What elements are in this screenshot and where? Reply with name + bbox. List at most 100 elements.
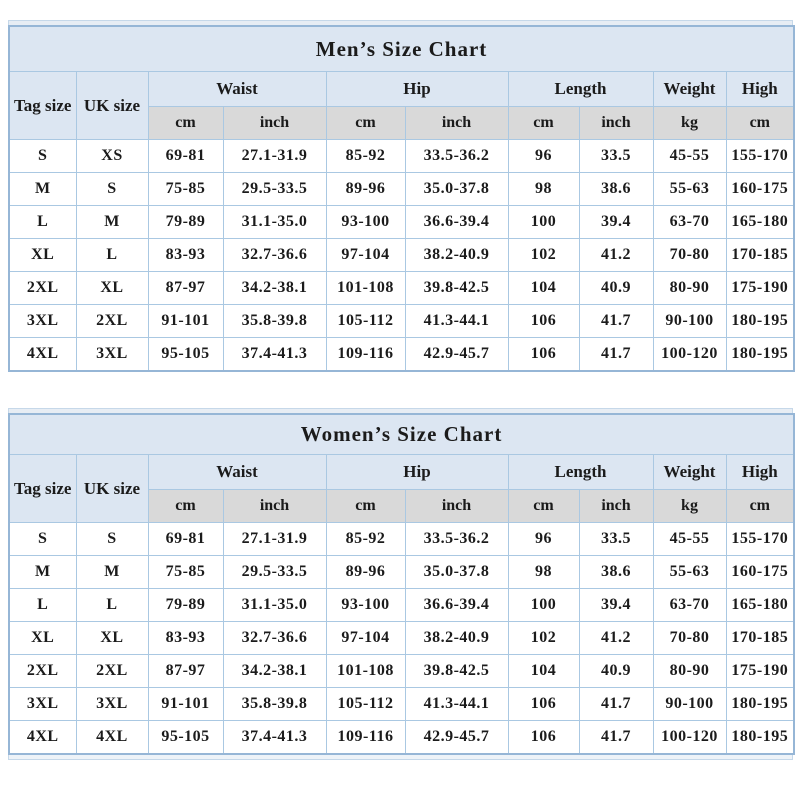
size-cell: XL: [75, 621, 149, 655]
size-cell: 33.5-36.2: [404, 139, 509, 173]
size-cell: 41.2: [578, 621, 654, 655]
size-cell: 33.5: [578, 139, 654, 173]
size-cell: 4XL: [75, 720, 149, 755]
size-cell: 31.1-35.0: [222, 205, 327, 239]
size-cell: 83-93: [147, 238, 224, 272]
size-cell: M: [75, 205, 149, 239]
size-table-row: 2XL XL 87-97 34.2-38.1 101-108 39.8-42.5 104 40…: [8, 271, 795, 305]
size-cell: 2XL: [8, 271, 77, 305]
size-cell: 41.7: [578, 687, 654, 721]
size-cell: 41.3-44.1: [404, 687, 509, 721]
size-cell: 93-100: [325, 205, 406, 239]
size-cell: 96: [507, 522, 580, 556]
size-cell: 102: [507, 621, 580, 655]
size-cell: XL: [75, 271, 149, 305]
size-cell: 32.7-36.6: [222, 238, 327, 272]
column-group-header-row: Tag size UK size Waist Hip Length Weight…: [8, 71, 795, 140]
size-cell: 155-170: [725, 139, 795, 173]
unit-header: cm: [725, 489, 795, 523]
size-cell: M: [8, 172, 77, 206]
size-table-row: M S 75-85 29.5-33.5 89-96 35.0-37.8 98 38.6 55-6…: [8, 172, 795, 206]
tag-size-header: Tag size: [8, 71, 77, 140]
size-cell: 106: [507, 687, 580, 721]
size-cell: S: [75, 172, 149, 206]
size-cell: 42.9-45.7: [404, 337, 509, 372]
size-cell: 27.1-31.9: [222, 522, 327, 556]
size-cell: 109-116: [325, 720, 406, 755]
unit-header: inch: [404, 489, 509, 523]
size-table-row: XL L 83-93 32.7-36.6 97-104 38.2-40.9 102 41.2 7…: [8, 238, 795, 272]
size-cell: 70-80: [652, 238, 727, 272]
size-cell: 2XL: [75, 304, 149, 338]
hip-header: Hip: [325, 454, 509, 490]
size-cell: M: [8, 555, 77, 589]
size-cell: 27.1-31.9: [222, 139, 327, 173]
unit-header: cm: [325, 489, 406, 523]
size-cell: L: [75, 588, 149, 622]
size-cell: 55-63: [652, 172, 727, 206]
size-cell: 90-100: [652, 687, 727, 721]
size-cell: 90-100: [652, 304, 727, 338]
size-cell: 100-120: [652, 720, 727, 755]
unit-header: cm: [507, 489, 580, 523]
size-cell: 55-63: [652, 555, 727, 589]
size-cell: XL: [8, 621, 77, 655]
size-cell: 80-90: [652, 654, 727, 688]
size-cell: 38.6: [578, 172, 654, 206]
size-table-row: M M 75-85 29.5-33.5 89-96 35.0-37.8 98 38.6 55-6…: [8, 555, 795, 589]
size-cell: 87-97: [147, 271, 224, 305]
size-cell: 41.2: [578, 238, 654, 272]
size-table-row: L L 79-89 31.1-35.0 93-100 36.6-39.4 100 39.4 63…: [8, 588, 795, 622]
size-cell: S: [8, 522, 77, 556]
size-cell: 160-175: [725, 555, 795, 589]
size-cell: 41.7: [578, 304, 654, 338]
size-cell: M: [75, 555, 149, 589]
size-cell: 35.0-37.8: [404, 172, 509, 206]
size-cell: 91-101: [147, 687, 224, 721]
size-cell: 31.1-35.0: [222, 588, 327, 622]
unit-header: cm: [725, 106, 795, 140]
size-cell: L: [8, 588, 77, 622]
size-cell: 104: [507, 654, 580, 688]
table-edge-artifact-strip: [8, 408, 793, 413]
size-cell: 180-195: [725, 304, 795, 338]
size-cell: 35.8-39.8: [222, 687, 327, 721]
table-edge-artifact-strip: [8, 20, 793, 25]
size-table-row: 3XL 2XL 91-101 35.8-39.8 105-112 41.3-44.1 106…: [8, 304, 795, 338]
size-cell: 63-70: [652, 205, 727, 239]
size-table-row: XL XL 83-93 32.7-36.6 97-104 38.2-40.9 102 41.2…: [8, 621, 795, 655]
size-table-row: S XS 69-81 27.1-31.9 85-92 33.5-36.2 96 33.5 45-…: [8, 139, 795, 173]
size-cell: 29.5-33.5: [222, 555, 327, 589]
size-cell: 165-180: [725, 205, 795, 239]
table-title: Women’s Size Chart: [8, 413, 795, 455]
hip-header: Hip: [325, 71, 509, 107]
size-cell: 180-195: [725, 337, 795, 372]
size-cell: 85-92: [325, 522, 406, 556]
unit-header-row: cm inch cm inch cm inch kg cm: [9, 489, 795, 523]
size-cell: 106: [507, 337, 580, 372]
length-header: Length: [507, 71, 654, 107]
size-cell: 97-104: [325, 238, 406, 272]
size-cell: 89-96: [325, 172, 406, 206]
size-cell: 79-89: [147, 588, 224, 622]
mens-size-chart: Men’s Size Chart Tag size UK size Waist …: [8, 20, 796, 372]
length-header: Length: [507, 454, 654, 490]
womens-size-table: Women’s Size Chart Tag size UK size Wais…: [8, 413, 796, 755]
unit-header-row: cm inch cm inch cm inch kg cm: [9, 106, 795, 140]
size-cell: 38.2-40.9: [404, 238, 509, 272]
size-cell: 95-105: [147, 337, 224, 372]
size-cell: 106: [507, 304, 580, 338]
size-cell: 39.8-42.5: [404, 654, 509, 688]
size-cell: 39.4: [578, 588, 654, 622]
size-cell: 79-89: [147, 205, 224, 239]
size-cell: S: [75, 522, 149, 556]
unit-header: cm: [325, 106, 406, 140]
tag-size-header: Tag size: [8, 454, 77, 523]
size-cell: 38.6: [578, 555, 654, 589]
size-cell: 100: [507, 205, 580, 239]
uk-size-header: UK size: [75, 454, 149, 523]
size-cell: 37.4-41.3: [222, 720, 327, 755]
size-cell: 3XL: [75, 687, 149, 721]
womens-size-rows: S S 69-81 27.1-31.9 85-92 33.5-36.2 96 33.5 45-5…: [8, 522, 795, 755]
size-cell: 69-81: [147, 522, 224, 556]
